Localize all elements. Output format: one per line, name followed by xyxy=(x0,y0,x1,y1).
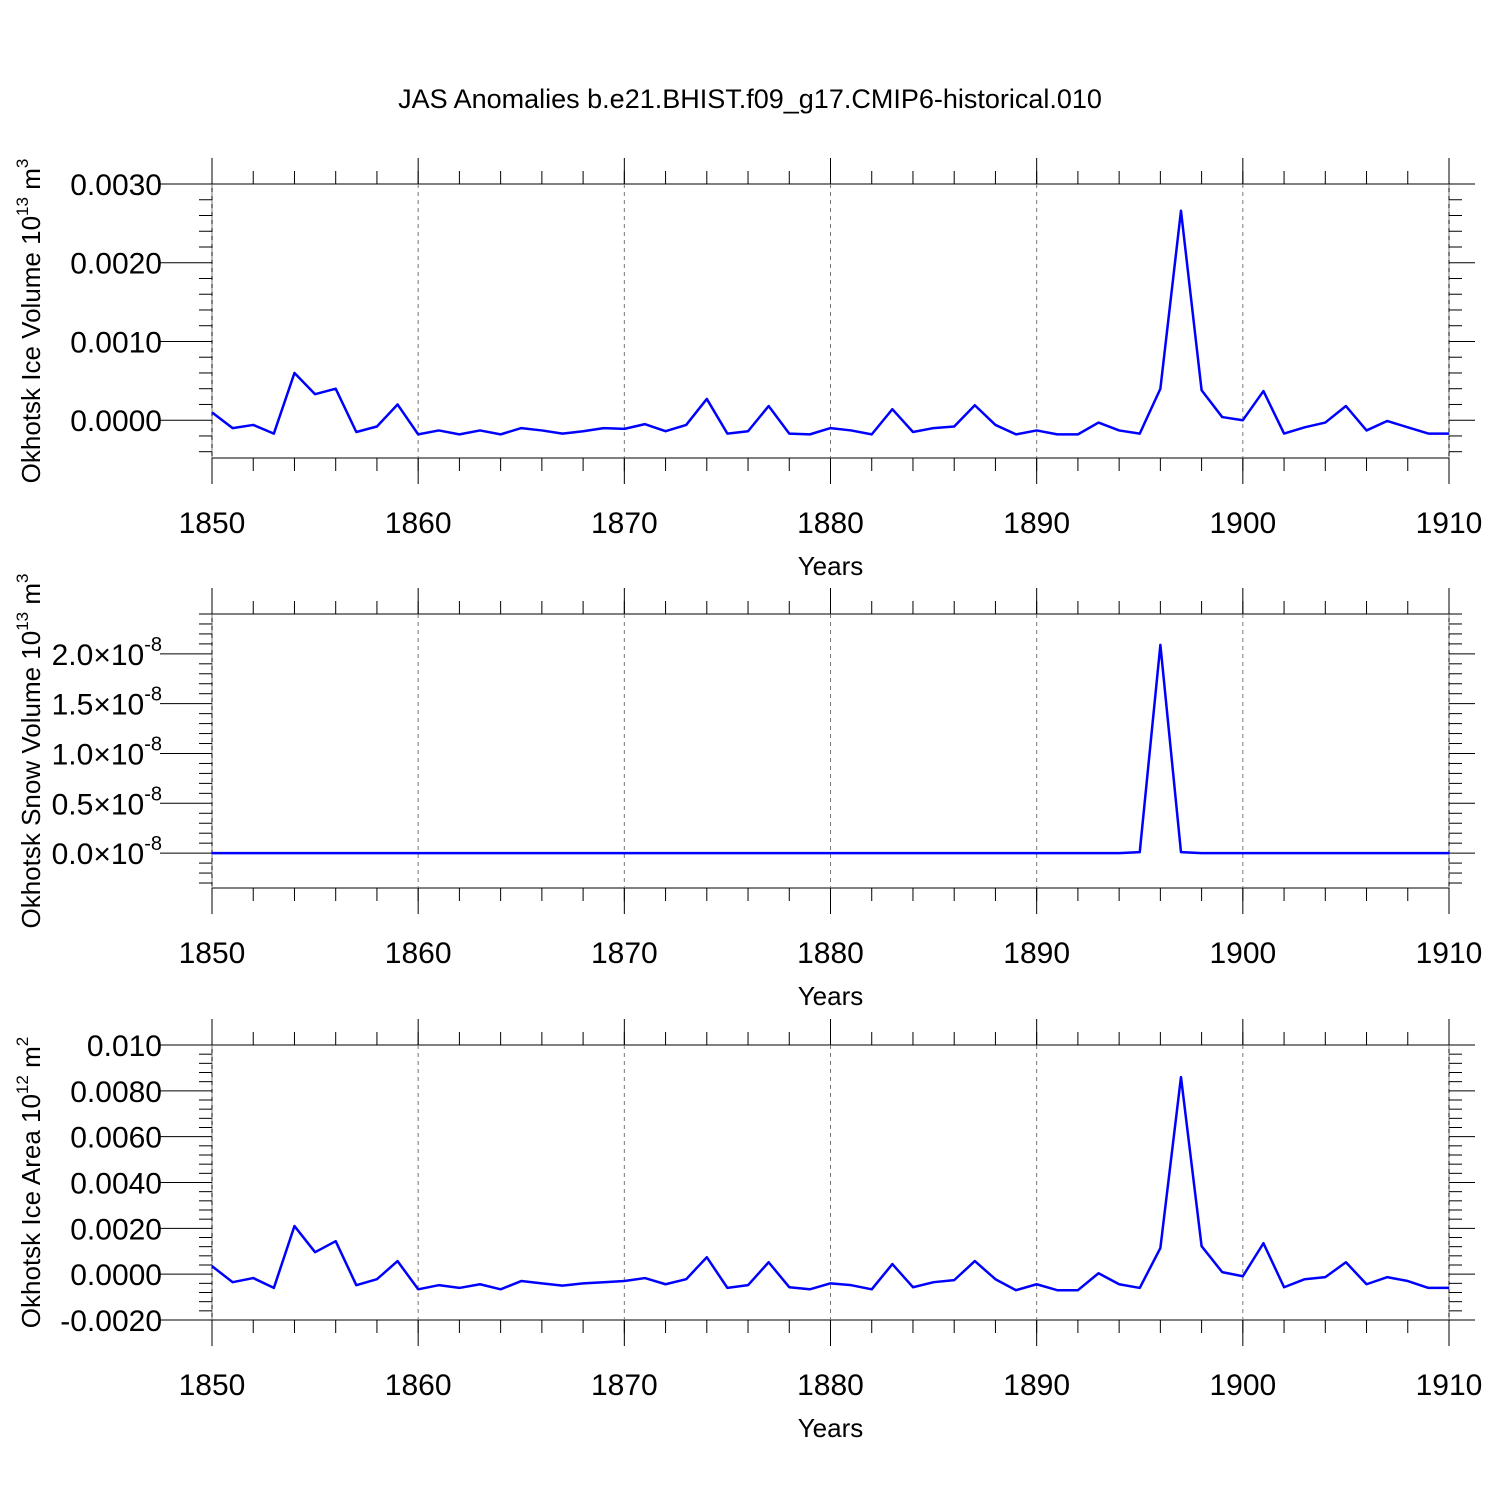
y-tick-label: 0.0000 xyxy=(70,405,162,438)
x-tick-label: 1900 xyxy=(1209,937,1276,970)
x-tick-label: 1860 xyxy=(385,937,452,970)
y-label-exponent: 2 xyxy=(13,1037,32,1046)
y-axis-label: Okhotsk Ice Area 1012 m2 xyxy=(13,1037,46,1328)
y-label-text: m xyxy=(16,583,46,612)
y-label-text: m xyxy=(16,168,46,197)
x-tick-label: 1880 xyxy=(797,937,864,970)
x-tick-label: 1860 xyxy=(385,507,452,540)
x-tick-label: 1910 xyxy=(1416,937,1483,970)
y-tick-text: 0.0020 xyxy=(70,1213,162,1246)
data-line xyxy=(211,209,1449,436)
title: JAS Anomalies b.e21.BHIST.f09_g17.CMIP6-… xyxy=(398,84,1102,114)
y-tick-label: 0.0000 xyxy=(70,1259,162,1292)
y-tick-text: 0.5×10 xyxy=(52,788,145,821)
y-tick-exponent: -8 xyxy=(144,733,162,755)
y-tick-text: 0.0×10 xyxy=(52,838,145,871)
y-tick-label: 0.0060 xyxy=(70,1122,162,1155)
x-tick-label: 1850 xyxy=(179,507,246,540)
y-tick-text: 1.5×10 xyxy=(52,689,145,722)
x-tick-label: 1860 xyxy=(385,1369,452,1402)
y-tick-label: 1.5×10-8 xyxy=(52,684,162,722)
y-tick-exponent: -8 xyxy=(144,833,162,855)
y-tick-label: 1.0×10-8 xyxy=(52,733,162,771)
x-tick-label: 1890 xyxy=(1003,507,1070,540)
y-label-exponent: 12 xyxy=(13,1075,32,1094)
data-line xyxy=(211,1075,1449,1292)
y-tick-label: 0.0×10-8 xyxy=(52,833,162,871)
y-label-text: Okhotsk Ice Volume 10 xyxy=(16,216,46,483)
x-tick-label: 1850 xyxy=(179,937,246,970)
y-tick-label: 2.0×10-8 xyxy=(52,634,162,672)
y-tick-text: 2.0×10 xyxy=(52,639,145,672)
y-label-exponent: 3 xyxy=(13,574,32,583)
y-tick-label: -0.0020 xyxy=(60,1305,162,1338)
y-tick-text: 0.0040 xyxy=(70,1168,162,1201)
x-tick-label: 1900 xyxy=(1209,1369,1276,1402)
y-tick-label: 0.0030 xyxy=(70,169,162,202)
x-axis-label: Years xyxy=(798,1413,864,1443)
y-label-text: m xyxy=(16,1046,46,1075)
y-tick-text: 0.010 xyxy=(87,1030,162,1063)
x-axis-label: Years xyxy=(798,551,864,581)
y-tick-label: 0.5×10-8 xyxy=(52,783,162,821)
x-tick-label: 1850 xyxy=(179,1369,246,1402)
x-tick-label: 1910 xyxy=(1416,507,1483,540)
x-tick-label: 1900 xyxy=(1209,507,1276,540)
y-tick-label: 0.0020 xyxy=(70,248,162,281)
y-tick-text: 0.0010 xyxy=(70,326,162,359)
x-tick-label: 1870 xyxy=(591,1369,658,1402)
y-tick-label: 0.0010 xyxy=(70,326,162,359)
y-tick-label: 0.010 xyxy=(87,1030,162,1063)
y-tick-label: 0.0080 xyxy=(70,1076,162,1109)
y-tick-text: -0.0020 xyxy=(60,1305,162,1338)
y-tick-text: 0.0000 xyxy=(70,405,162,438)
x-tick-label: 1890 xyxy=(1003,937,1070,970)
y-axis-label: Okhotsk Snow Volume 1013 m3 xyxy=(13,574,46,929)
data-line xyxy=(212,643,1449,855)
y-tick-text: 0.0020 xyxy=(70,248,162,281)
y-tick-exponent: -8 xyxy=(144,783,162,805)
y-label-text: Okhotsk Ice Area 10 xyxy=(16,1094,46,1328)
y-label-exponent: 3 xyxy=(13,159,32,168)
x-tick-label: 1870 xyxy=(591,937,658,970)
y-tick-exponent: -8 xyxy=(144,684,162,706)
y-tick-text: 0.0060 xyxy=(70,1122,162,1155)
x-tick-label: 1880 xyxy=(797,1369,864,1402)
x-tick-label: 1910 xyxy=(1416,1369,1483,1402)
y-tick-exponent: -8 xyxy=(144,634,162,656)
x-tick-label: 1880 xyxy=(797,507,864,540)
y-label-text: Okhotsk Snow Volume 10 xyxy=(16,631,46,929)
x-axis-label: Years xyxy=(798,981,864,1011)
x-tick-label: 1870 xyxy=(591,507,658,540)
y-label-exponent: 13 xyxy=(13,612,32,631)
x-tick-label: 1890 xyxy=(1003,1369,1070,1402)
y-tick-text: 0.0080 xyxy=(70,1076,162,1109)
y-tick-text: 1.0×10 xyxy=(52,738,145,771)
y-label-exponent: 13 xyxy=(13,197,32,216)
y-tick-label: 0.0020 xyxy=(70,1213,162,1246)
y-tick-text: 0.0000 xyxy=(70,1259,162,1292)
y-tick-label: 0.0040 xyxy=(70,1168,162,1201)
y-tick-text: 0.0030 xyxy=(70,169,162,202)
y-axis-label: Okhotsk Ice Volume 1013 m3 xyxy=(13,159,46,484)
